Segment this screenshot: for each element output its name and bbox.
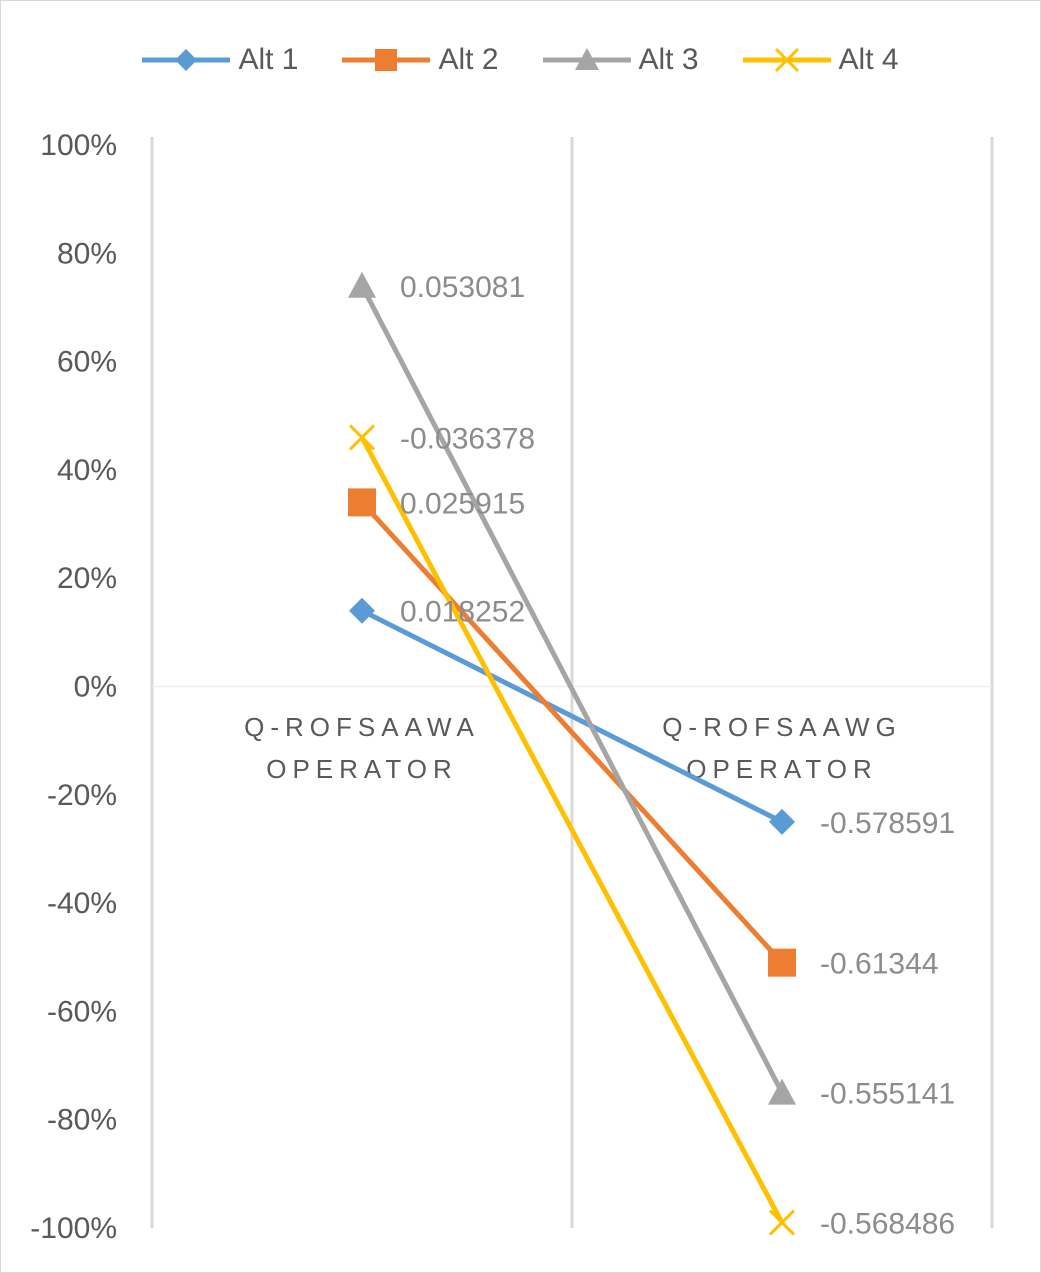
data-label-alt-1-point-1: 0.018252 xyxy=(400,596,525,629)
series-line-alt-2 xyxy=(360,500,784,965)
series-line-alt-3 xyxy=(359,284,785,1094)
legend-swatch-alt-1 xyxy=(142,49,231,71)
y-tick-label: 80% xyxy=(57,237,117,270)
data-label-alt-1-point-2: -0.578591 xyxy=(820,807,955,840)
legend-item-alt-3: Alt 3 xyxy=(542,38,699,82)
data-label-alt-2-point-1: 0.025915 xyxy=(400,487,525,520)
legend-item-alt-2: Alt 2 xyxy=(342,38,499,82)
series-line-alt-4 xyxy=(359,436,785,1224)
legend-item-alt-4: Alt 4 xyxy=(742,38,899,82)
marker-alt-3-point-1 xyxy=(348,271,376,298)
legend-label-alt-2: Alt 2 xyxy=(438,43,499,76)
marker-alt-4-point-1 xyxy=(348,424,376,451)
marker-alt-4-point-2 xyxy=(768,1209,796,1236)
data-label-alt-2-point-2: -0.61344 xyxy=(820,948,938,981)
category-label-0-line-1: OPERATOR xyxy=(266,754,458,784)
data-label-alt-3-point-1: 0.053081 xyxy=(400,271,525,304)
marker-alt-3-point-2 xyxy=(768,1078,796,1105)
category-label-1-line-0: Q-ROFSAAWG xyxy=(662,712,902,742)
marker-alt-1-point-1 xyxy=(349,597,375,624)
y-tick-label: 0% xyxy=(74,671,117,704)
y-tick-label: -60% xyxy=(47,995,117,1028)
series-line-alt-1 xyxy=(360,608,784,825)
data-label-alt-3-point-2: -0.555141 xyxy=(820,1078,955,1111)
category-label-1-line-1: OPERATOR xyxy=(686,754,878,784)
category-label-0-line-0: Q-ROFSAAWA xyxy=(244,712,480,742)
marker-alt-2-point-1 xyxy=(348,488,376,517)
data-label-alt-4-point-2: -0.568486 xyxy=(820,1208,955,1241)
y-tick-label: -80% xyxy=(47,1104,117,1137)
y-tick-label: -20% xyxy=(47,779,117,812)
marker-alt-2-point-2 xyxy=(768,948,796,977)
data-label-alt-4-point-1: -0.036378 xyxy=(400,422,535,455)
y-tick-label: -40% xyxy=(47,887,117,920)
y-tick-label: 60% xyxy=(57,346,117,379)
legend-swatch-alt-3 xyxy=(542,48,631,70)
legend: Alt 1 Alt 2 Alt 3 Alt 4 xyxy=(0,38,1041,82)
legend-item-alt-1: Alt 1 xyxy=(142,38,298,82)
marker-alt-1-point-2 xyxy=(769,808,795,835)
legend-label-alt-1: Alt 1 xyxy=(238,43,299,76)
y-tick-label: 20% xyxy=(57,562,117,595)
legend-label-alt-3: Alt 3 xyxy=(638,43,699,76)
legend-swatch-alt-4 xyxy=(742,47,831,73)
y-tick-label: -100% xyxy=(30,1212,117,1245)
y-tick-label: 40% xyxy=(57,454,117,487)
legend-label-alt-4: Alt 4 xyxy=(838,43,899,76)
y-tick-label: 100% xyxy=(40,129,117,162)
legend-swatch-alt-2 xyxy=(342,49,431,71)
